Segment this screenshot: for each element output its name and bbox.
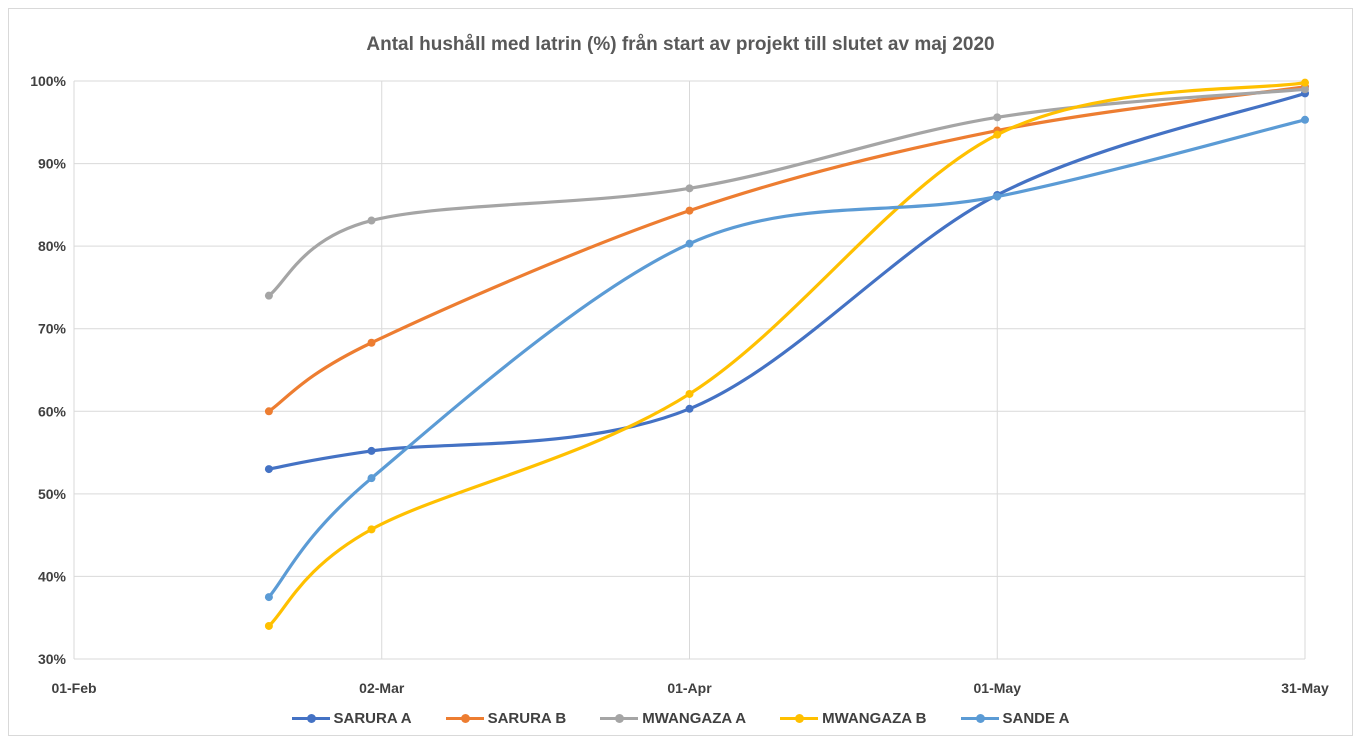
data-point	[993, 130, 1002, 139]
y-tick-label: 30%	[38, 651, 67, 667]
data-point	[264, 593, 273, 602]
series-line	[267, 85, 1307, 413]
chart-frame	[8, 8, 1353, 736]
y-tick-label: 40%	[38, 568, 67, 584]
y-tick-label: 100%	[30, 73, 66, 89]
data-point	[685, 184, 694, 193]
legend-label: MWANGAZA A	[642, 710, 747, 727]
data-point	[993, 192, 1002, 201]
legend-label: MWANGAZA B	[822, 710, 927, 727]
data-point	[367, 446, 376, 455]
legend-label: SARURA B	[487, 710, 567, 727]
x-tick-label: 01-May	[974, 680, 1022, 696]
legend-swatch	[291, 714, 330, 723]
y-tick-label: 50%	[38, 486, 67, 502]
data-point	[1301, 78, 1309, 87]
data-point	[367, 525, 376, 534]
legend-label: SANDE A	[1002, 710, 1070, 727]
legend-swatch	[780, 714, 819, 723]
legend-item: SANDE A	[960, 710, 1070, 727]
legend-item: MWANGAZA A	[600, 710, 746, 727]
legend-swatch	[445, 714, 484, 723]
y-tick-label: 60%	[38, 403, 67, 419]
legend-label: SARURA A	[333, 710, 412, 727]
data-point	[264, 621, 273, 630]
data-point	[1301, 85, 1309, 94]
series-line	[267, 87, 1307, 298]
legend-swatch	[600, 714, 639, 723]
x-tick-label: 01-Apr	[667, 680, 712, 696]
data-point	[685, 404, 694, 413]
data-point	[993, 113, 1002, 122]
data-point	[264, 407, 273, 416]
chart-legend: SARURA A SARURA B MWANGAZA A MWANGAZA B SAND…	[0, 710, 1361, 727]
x-tick-label: 01-Feb	[51, 680, 96, 696]
x-tick-label: 02-Mar	[359, 680, 405, 696]
data-point	[264, 465, 273, 474]
chart-title: Antal hushåll med latrin (%) från start …	[366, 34, 995, 55]
data-point	[685, 239, 694, 248]
data-point	[367, 216, 376, 225]
series-line	[267, 118, 1307, 599]
y-tick-label: 90%	[38, 156, 67, 172]
series-line	[267, 91, 1307, 471]
data-point	[685, 206, 694, 215]
legend-item: MWANGAZA B	[780, 710, 927, 727]
data-point	[367, 474, 376, 483]
y-tick-label: 80%	[38, 238, 67, 254]
legend-swatch	[960, 714, 999, 723]
y-tick-label: 70%	[38, 321, 67, 337]
legend-item: SARURA A	[291, 710, 412, 727]
x-tick-label: 31-May	[1281, 680, 1329, 696]
series-line	[267, 81, 1307, 628]
data-point	[367, 338, 376, 347]
data-point	[264, 291, 273, 300]
data-point	[685, 389, 694, 398]
legend-item: SARURA B	[445, 710, 567, 727]
data-point	[1301, 115, 1309, 124]
